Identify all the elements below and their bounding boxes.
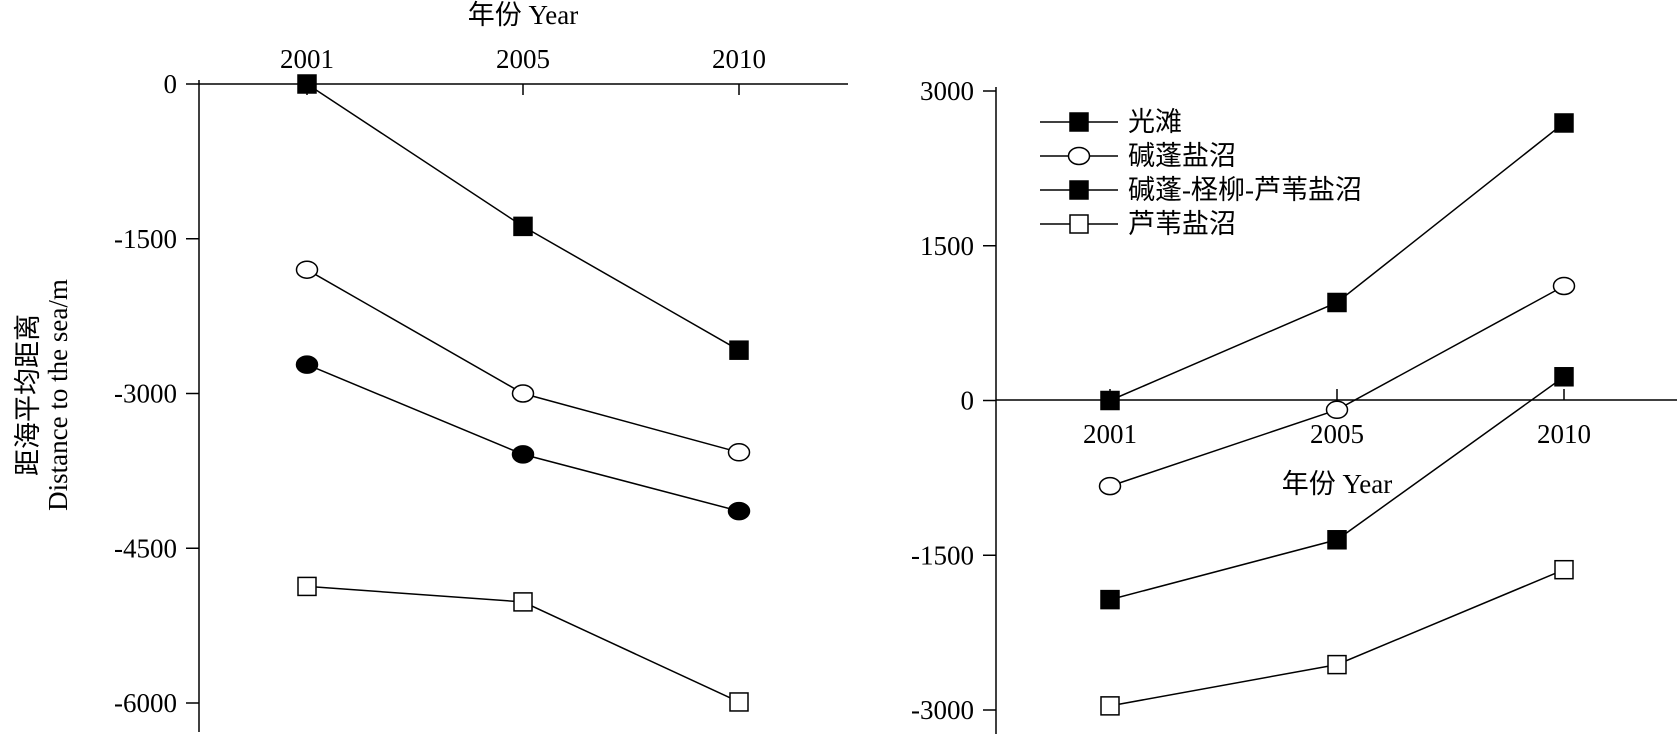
legend-label: 光滩 xyxy=(1128,107,1182,137)
x-tick-label: 2001 xyxy=(1083,419,1137,449)
data-point xyxy=(1100,390,1120,411)
legend-label: 芦苇盐沼 xyxy=(1128,209,1236,239)
x-tick-label: 2010 xyxy=(712,44,766,74)
y-tick-label: -6000 xyxy=(114,688,177,718)
data-point xyxy=(1327,654,1347,675)
legend-item: 碱蓬-柽柳-芦苇盐沼 xyxy=(1040,175,1362,205)
data-point xyxy=(727,501,751,521)
data-point xyxy=(297,576,317,597)
data-point xyxy=(511,384,535,403)
data-point xyxy=(1554,367,1574,387)
legend-item: 芦苇盐沼 xyxy=(1040,209,1236,239)
series-line xyxy=(1109,569,1565,707)
data-point xyxy=(729,340,749,360)
legend-item: 碱蓬盐沼 xyxy=(1040,141,1236,171)
data-point xyxy=(295,260,319,279)
legend-marker xyxy=(1069,180,1089,200)
data-point xyxy=(295,355,319,374)
series-line xyxy=(306,269,740,454)
data-point xyxy=(1325,400,1349,420)
data-point xyxy=(1098,476,1122,496)
data-point xyxy=(297,74,317,94)
data-point xyxy=(1100,696,1120,716)
y-tick-label: 0 xyxy=(164,69,178,99)
x-tick-label: 2005 xyxy=(496,44,550,74)
x-axis-title: 年份 Year xyxy=(1282,469,1393,499)
legend-marker xyxy=(1069,112,1089,132)
data-point xyxy=(1552,276,1576,296)
legend-marker xyxy=(1067,146,1091,166)
y-axis-title-cn: 距海平均距离 xyxy=(13,314,43,476)
y-tick-label: 3000 xyxy=(920,76,974,106)
legend-marker xyxy=(1069,214,1089,234)
data-point xyxy=(513,592,533,612)
y-tick-label: -3000 xyxy=(911,695,974,725)
y-tick-label: -1500 xyxy=(911,540,974,570)
data-point xyxy=(513,216,533,237)
data-point xyxy=(1554,559,1574,580)
y-tick-label: -3000 xyxy=(114,379,177,409)
y-tick-label: -1500 xyxy=(114,224,177,254)
data-point xyxy=(1100,589,1120,610)
x-tick-label: 2010 xyxy=(1537,419,1591,449)
x-tick-label: 2005 xyxy=(1310,419,1364,449)
data-point xyxy=(1327,292,1347,313)
data-point xyxy=(511,445,535,464)
x-tick-label: 2001 xyxy=(280,44,334,74)
legend-item: 光滩 xyxy=(1040,107,1182,137)
y-tick-label: -4500 xyxy=(114,533,177,563)
y-tick-label: 0 xyxy=(961,386,975,416)
series-line xyxy=(1109,285,1565,487)
data-point xyxy=(727,443,751,462)
y-tick-label: 1500 xyxy=(920,231,974,261)
right-chart: 3000 1500 0 -1500 -3000 2001 2005 2010 年份 Year 光滩… xyxy=(911,76,1677,734)
data-point xyxy=(1554,113,1574,133)
data-point xyxy=(729,692,749,712)
data-point xyxy=(1327,530,1347,550)
legend-label: 碱蓬盐沼 xyxy=(1128,141,1236,171)
x-axis-title: 年份 Year xyxy=(468,0,579,30)
y-axis-title-en: Distance to the sea/m xyxy=(43,279,73,511)
legend-label: 碱蓬-柽柳-芦苇盐沼 xyxy=(1128,175,1362,205)
left-chart: 0 -1500 -3000 -4500 -6000 2001 2005 2010 年份 Year… xyxy=(13,0,848,732)
y-axis-title: 距海平均距离 Distance to the sea/m xyxy=(13,279,73,511)
